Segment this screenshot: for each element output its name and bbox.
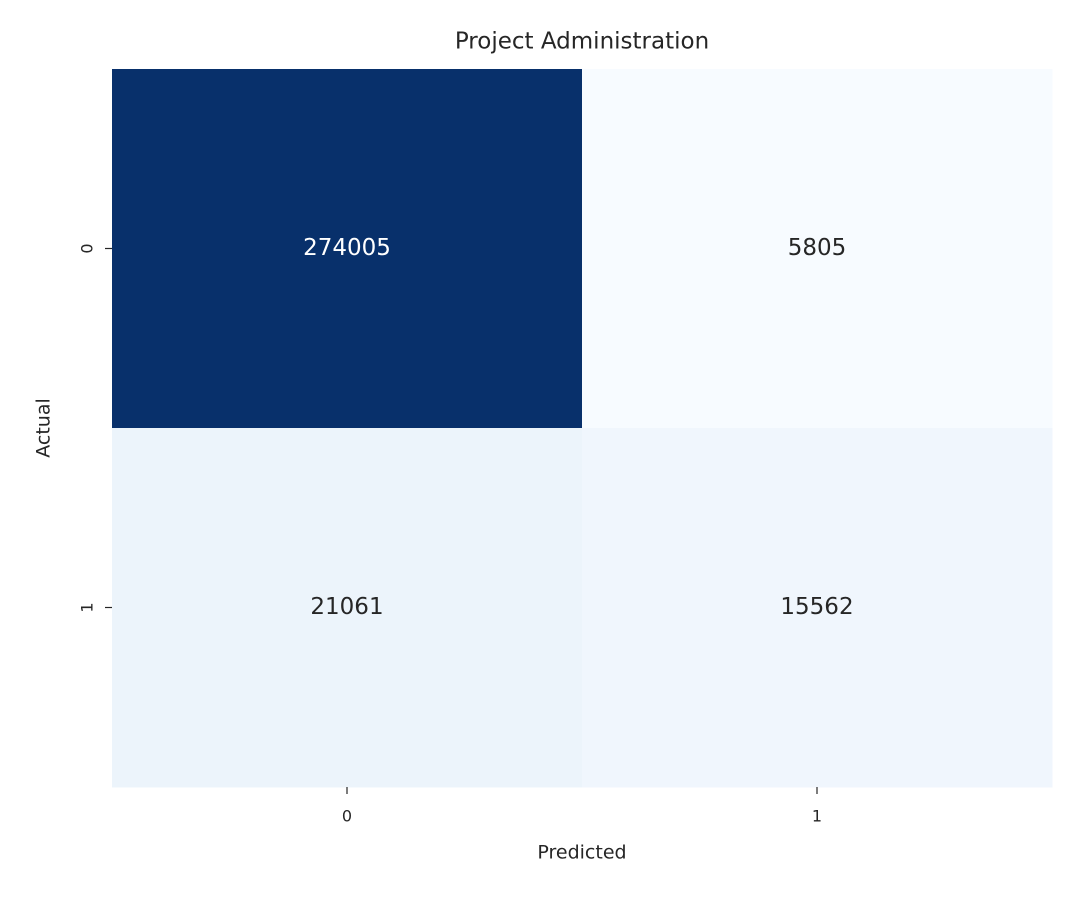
heatmap-cell — [112, 428, 583, 788]
chart-title: Project Administration — [455, 29, 709, 55]
heatmap-cell — [112, 69, 583, 429]
cell-label: 274005 — [303, 235, 391, 261]
y-tick-label: 1 — [78, 602, 97, 612]
y-axis-label: Actual — [33, 398, 55, 458]
cell-label: 15562 — [780, 594, 853, 620]
heatmap-cell — [582, 69, 1053, 429]
y-tick-label: 0 — [78, 243, 97, 253]
cell-label: 5805 — [788, 235, 847, 261]
x-axis-label: Predicted — [537, 842, 626, 864]
x-tick-label: 1 — [812, 807, 822, 826]
cell-label: 21061 — [310, 594, 383, 620]
heatmap-cell — [582, 428, 1053, 788]
x-tick-label: 0 — [342, 807, 352, 826]
